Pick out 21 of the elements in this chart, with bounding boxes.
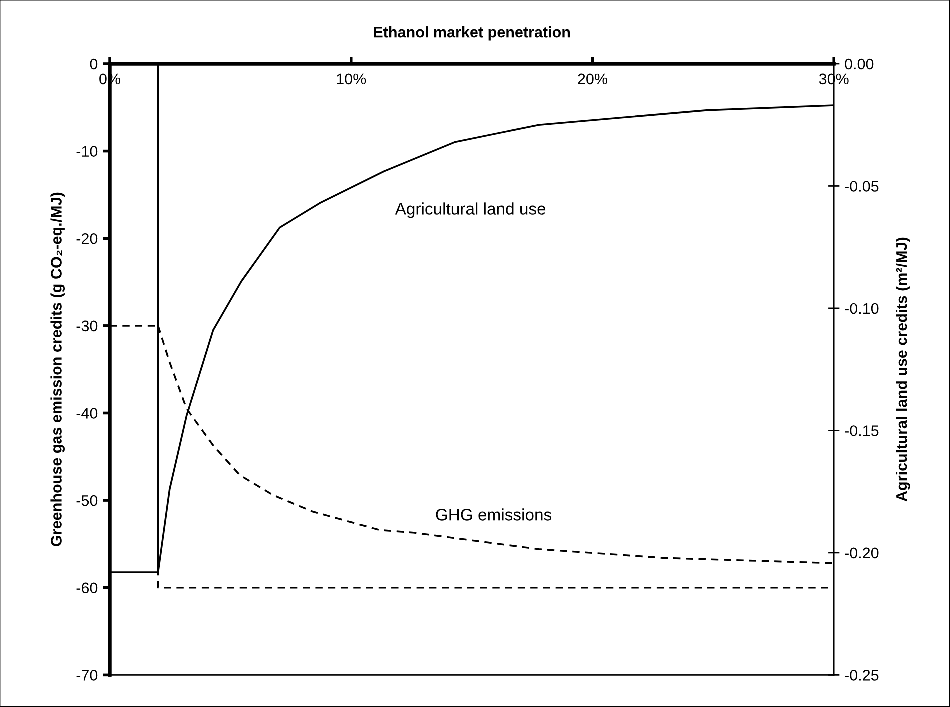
y2-tick-label: -0.10 xyxy=(845,303,879,314)
x-axis-title: Ethanol market penetration xyxy=(374,26,570,41)
x-tick-label: 20% xyxy=(578,74,608,85)
y2-tick-label: -0.20 xyxy=(845,548,879,559)
y-tick-label: -50 xyxy=(76,495,98,506)
x-tick-label: 10% xyxy=(337,74,366,85)
y2-axis-title: Agricultural land use credits (m²/MJ) xyxy=(896,238,910,502)
series-label: GHG emissions xyxy=(436,508,552,521)
y-tick-label: -30 xyxy=(76,320,98,332)
y-tick-label: -70 xyxy=(76,670,98,681)
y2-tick-label: -0.05 xyxy=(845,181,879,192)
y-tick-label: 0 xyxy=(90,58,98,70)
y-tick-label: -40 xyxy=(76,408,98,419)
y-tick-label: -60 xyxy=(76,582,98,594)
y2-tick-label: 0.00 xyxy=(845,58,874,70)
y-axis-title: Greenhouse gas emission credits (g CO₂-eq./MJ) xyxy=(50,192,66,546)
y-tick-label: -20 xyxy=(76,233,98,244)
y2-tick-label: -0.15 xyxy=(845,426,879,436)
y2-tick-label: -0.25 xyxy=(845,670,879,681)
series-label: Agricultural land use xyxy=(395,202,546,218)
y-tick-label: -10 xyxy=(76,146,98,157)
